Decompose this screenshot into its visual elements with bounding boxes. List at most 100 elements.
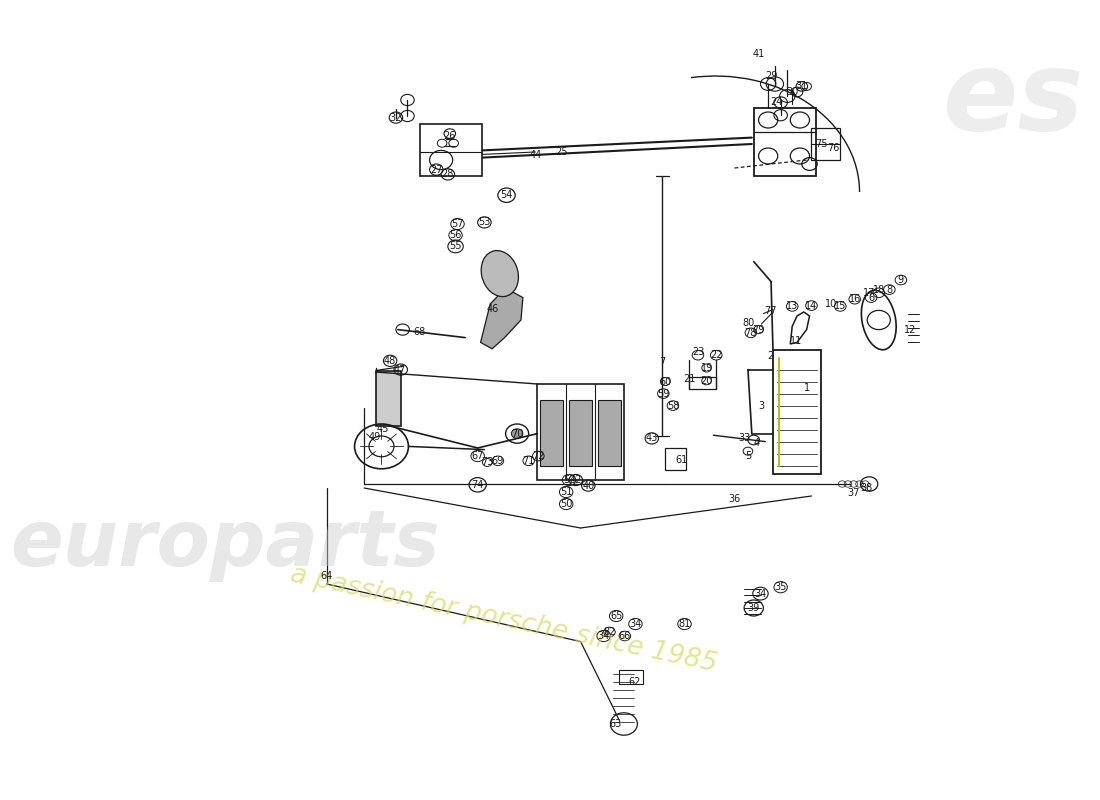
Text: 26: 26 (443, 131, 456, 141)
Text: 53: 53 (478, 218, 491, 227)
Text: 73: 73 (481, 458, 494, 467)
Text: 46: 46 (487, 304, 499, 314)
Text: 65: 65 (610, 611, 623, 621)
Bar (537, 384, 624, 480)
Bar (376, 371, 400, 426)
Text: es: es (943, 46, 1085, 154)
Text: 31: 31 (795, 82, 808, 91)
Text: 9: 9 (898, 275, 904, 285)
Text: 56: 56 (450, 230, 462, 240)
Bar (666, 448, 686, 470)
Bar (569, 400, 592, 466)
Text: a passion for porsche since 1985: a passion for porsche since 1985 (288, 562, 719, 678)
Text: 7: 7 (659, 357, 666, 366)
Text: 82: 82 (603, 627, 616, 637)
Text: 33: 33 (738, 433, 750, 442)
Text: 5: 5 (745, 451, 751, 461)
Text: 1: 1 (804, 383, 810, 393)
Text: 11: 11 (790, 336, 802, 346)
Text: 58: 58 (667, 401, 679, 410)
Text: 74: 74 (472, 480, 484, 490)
Text: 12: 12 (904, 325, 916, 334)
Text: 17: 17 (864, 288, 876, 298)
Text: 66: 66 (618, 631, 631, 641)
Text: 23: 23 (692, 347, 704, 357)
Text: 16: 16 (848, 294, 861, 304)
Text: europarts: europarts (10, 506, 440, 582)
Bar (812, 128, 840, 160)
Text: 34: 34 (597, 631, 609, 641)
Text: 68: 68 (414, 327, 426, 337)
Circle shape (512, 429, 522, 438)
Text: 57: 57 (451, 219, 464, 229)
Text: 81: 81 (679, 619, 691, 629)
Text: 14: 14 (805, 301, 817, 310)
Text: 79: 79 (752, 325, 764, 334)
Text: 35: 35 (774, 582, 786, 592)
Text: 4: 4 (754, 438, 760, 448)
Text: 59: 59 (657, 389, 670, 398)
Text: 20: 20 (701, 376, 713, 386)
Text: 27: 27 (430, 165, 442, 174)
Bar (690, 377, 716, 389)
Bar (598, 400, 622, 466)
Text: 45: 45 (376, 424, 388, 434)
Text: 42: 42 (570, 475, 582, 485)
Text: 36: 36 (728, 494, 740, 504)
Text: 71: 71 (522, 456, 535, 466)
Bar (540, 400, 563, 466)
Text: 72: 72 (532, 451, 544, 461)
Text: 48: 48 (383, 356, 395, 366)
Text: 8: 8 (887, 285, 892, 294)
Text: 25: 25 (556, 147, 568, 157)
Text: 13: 13 (786, 302, 799, 311)
Text: 6: 6 (868, 293, 875, 302)
Bar (754, 108, 816, 176)
Text: 29: 29 (764, 71, 778, 81)
Text: 22: 22 (710, 350, 723, 360)
Text: 70: 70 (510, 429, 524, 438)
Text: 21: 21 (683, 374, 695, 384)
Text: 19: 19 (701, 363, 713, 373)
Text: 30: 30 (786, 87, 799, 97)
Text: 76: 76 (827, 143, 839, 153)
Text: 32: 32 (389, 113, 403, 122)
Ellipse shape (481, 250, 518, 297)
Text: 34: 34 (629, 619, 641, 629)
Text: 41: 41 (752, 50, 764, 59)
Polygon shape (481, 288, 522, 349)
Text: 47: 47 (394, 365, 406, 374)
Text: 38: 38 (860, 483, 872, 493)
Text: 40: 40 (582, 481, 594, 490)
Text: 61: 61 (675, 455, 688, 465)
Text: 37: 37 (848, 488, 860, 498)
Text: 69: 69 (492, 456, 504, 466)
Text: 63: 63 (609, 719, 622, 729)
Text: 78: 78 (745, 328, 757, 338)
Text: 43: 43 (646, 434, 658, 443)
Bar (773, 350, 821, 474)
Text: 54: 54 (500, 190, 513, 200)
Text: 62: 62 (628, 677, 640, 686)
Text: 10: 10 (825, 299, 837, 309)
Text: 39: 39 (748, 603, 760, 613)
Text: 49: 49 (368, 432, 381, 442)
Text: 67: 67 (472, 451, 484, 461)
Text: 24: 24 (771, 97, 783, 106)
Ellipse shape (861, 290, 896, 350)
Text: 44: 44 (529, 150, 541, 160)
Bar (619, 670, 644, 684)
Text: 51: 51 (560, 487, 572, 497)
Text: 50: 50 (560, 499, 572, 509)
Text: 64: 64 (320, 571, 333, 581)
Bar (420, 124, 483, 176)
Text: 3: 3 (758, 401, 764, 410)
Text: 18: 18 (872, 285, 884, 294)
Text: 60: 60 (659, 377, 671, 386)
Text: 28: 28 (442, 170, 454, 179)
Text: 77: 77 (763, 306, 777, 316)
Text: 2: 2 (767, 351, 773, 361)
Text: 15: 15 (834, 302, 847, 311)
Text: 75: 75 (815, 139, 827, 149)
Polygon shape (790, 312, 810, 344)
